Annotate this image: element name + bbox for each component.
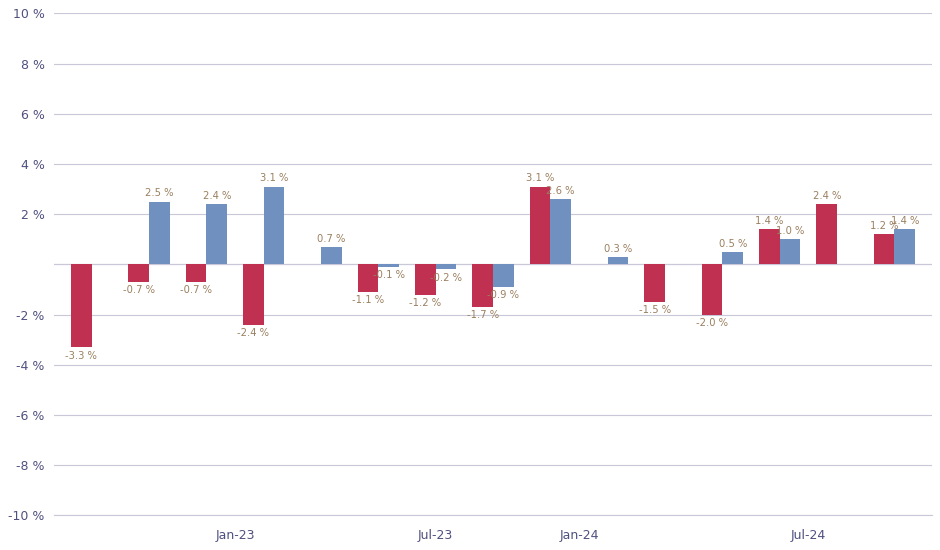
Text: 1.0 %: 1.0 % [776,226,805,236]
Bar [207,204,227,265]
Text: 1.4 %: 1.4 % [890,216,919,226]
Text: -3.3 %: -3.3 % [66,350,98,360]
Text: -1.7 %: -1.7 % [466,310,499,320]
Text: 2.6 %: 2.6 % [546,186,575,196]
Text: 2.4 %: 2.4 % [202,191,231,201]
Bar [702,265,723,315]
Bar [874,234,894,265]
Bar [894,229,915,265]
Bar [494,265,513,287]
Bar [760,229,779,265]
Text: -0.7 %: -0.7 % [180,285,212,295]
Bar [321,247,341,265]
Bar [530,186,551,265]
Bar [186,265,207,282]
Bar [608,257,628,265]
Text: -1.1 %: -1.1 % [352,295,384,305]
Bar [436,265,456,270]
Bar [71,265,92,347]
Bar [243,265,264,324]
Text: -0.1 %: -0.1 % [372,270,405,280]
Bar [551,199,571,265]
Text: -2.0 %: -2.0 % [697,318,728,328]
Text: -1.5 %: -1.5 % [638,305,671,315]
Bar [817,204,837,265]
Bar [779,239,800,265]
Text: 3.1 %: 3.1 % [259,173,289,183]
Text: -2.4 %: -2.4 % [238,328,270,338]
Bar [645,265,666,302]
Text: -0.9 %: -0.9 % [487,290,520,300]
Text: 3.1 %: 3.1 % [525,173,555,183]
Bar [129,265,149,282]
Text: 0.5 %: 0.5 % [718,239,747,249]
Bar [415,265,436,295]
Text: 2.4 %: 2.4 % [812,191,841,201]
Text: 1.2 %: 1.2 % [870,221,899,231]
Text: 2.5 %: 2.5 % [145,188,174,199]
Text: 1.4 %: 1.4 % [755,216,784,226]
Text: -0.7 %: -0.7 % [123,285,155,295]
Bar [149,202,170,265]
Bar [379,265,399,267]
Text: 0.7 %: 0.7 % [317,234,346,244]
Bar [358,265,379,292]
Text: -1.2 %: -1.2 % [409,298,442,308]
Text: 0.3 %: 0.3 % [603,244,633,254]
Bar [264,186,284,265]
Bar [723,252,743,265]
Text: -0.2 %: -0.2 % [430,273,462,283]
Bar [473,265,494,307]
